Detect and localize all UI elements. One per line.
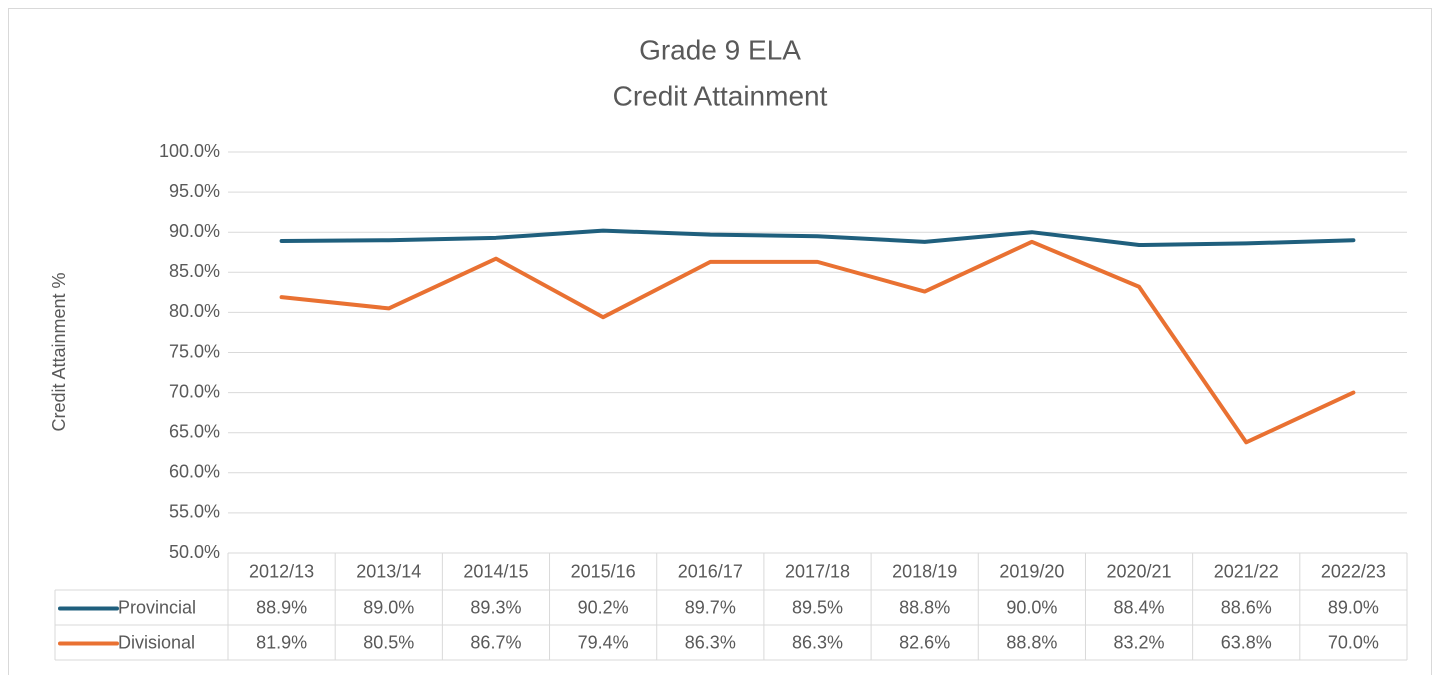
table-value: 82.6% (899, 632, 950, 652)
table-value: 88.8% (899, 597, 950, 617)
x-tick-label: 2014/15 (463, 561, 528, 581)
y-tick-label: 50.0% (169, 542, 220, 562)
x-tick-label: 2012/13 (249, 561, 314, 581)
table-value: 81.9% (256, 632, 307, 652)
x-tick-label: 2016/17 (678, 561, 743, 581)
table-value: 79.4% (578, 632, 629, 652)
x-tick-label: 2013/14 (356, 561, 421, 581)
series-line (279, 239, 1356, 445)
table-value: 90.2% (578, 597, 629, 617)
table-value: 89.0% (363, 597, 414, 617)
x-tick-label: 2021/22 (1214, 561, 1279, 581)
chart-subtitle: Credit Attainment (613, 80, 828, 111)
x-tick-label: 2022/23 (1321, 561, 1386, 581)
table-value: 88.4% (1114, 597, 1165, 617)
y-tick-label: 65.0% (169, 421, 220, 441)
x-tick-label: 2018/19 (892, 561, 957, 581)
y-tick-label: 70.0% (169, 381, 220, 401)
table-value: 89.5% (792, 597, 843, 617)
series-line (279, 228, 1356, 248)
y-tick-label: 60.0% (169, 462, 220, 482)
table-value: 88.8% (1006, 632, 1057, 652)
table-value: 88.6% (1221, 597, 1272, 617)
y-tick-label: 80.0% (169, 301, 220, 321)
table-value: 89.0% (1328, 597, 1379, 617)
table-value: 86.3% (792, 632, 843, 652)
y-tick-label: 90.0% (169, 221, 220, 241)
chart-border (8, 8, 1432, 675)
legend-label: Divisional (118, 632, 195, 652)
x-tick-label: 2015/16 (571, 561, 636, 581)
table-value: 86.7% (470, 632, 521, 652)
table-value: 89.7% (685, 597, 736, 617)
table-value: 88.9% (256, 597, 307, 617)
table-value: 63.8% (1221, 632, 1272, 652)
chart-title: Grade 9 ELA (639, 34, 801, 65)
y-axis-label: Credit Attainment % (49, 272, 69, 431)
y-tick-label: 75.0% (169, 341, 220, 361)
table-value: 70.0% (1328, 632, 1379, 652)
x-tick-label: 2019/20 (999, 561, 1064, 581)
y-tick-label: 55.0% (169, 502, 220, 522)
table-value: 90.0% (1006, 597, 1057, 617)
table-value: 83.2% (1114, 632, 1165, 652)
table-value: 86.3% (685, 632, 736, 652)
y-tick-label: 100.0% (159, 141, 220, 161)
y-tick-label: 85.0% (169, 261, 220, 281)
legend-label: Provincial (118, 597, 196, 617)
y-tick-label: 95.0% (169, 181, 220, 201)
table-value: 89.3% (470, 597, 521, 617)
x-tick-label: 2020/21 (1107, 561, 1172, 581)
x-tick-label: 2017/18 (785, 561, 850, 581)
table-value: 80.5% (363, 632, 414, 652)
